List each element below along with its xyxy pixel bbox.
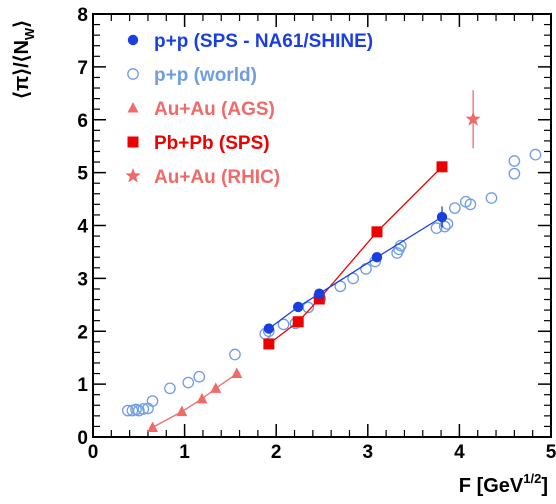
x-tick-label: 1 bbox=[179, 442, 190, 463]
legend-marker bbox=[127, 102, 139, 113]
data-point bbox=[485, 192, 498, 204]
data-point bbox=[196, 392, 208, 404]
data-point bbox=[292, 301, 304, 313]
data-point bbox=[314, 288, 325, 299]
y-tick-label: 3 bbox=[77, 269, 88, 290]
data-point bbox=[164, 382, 176, 395]
series-4 bbox=[465, 90, 481, 149]
data-point bbox=[313, 293, 325, 305]
legend-label: Au+Au (RHIC) bbox=[154, 167, 280, 188]
x-axis-label-main: F [GeV bbox=[459, 475, 524, 497]
legend-label: Pb+Pb (SPS) bbox=[154, 133, 270, 154]
legend-marker bbox=[125, 168, 141, 183]
y-axis-label-main: ⟨π⟩/⟨N bbox=[11, 40, 33, 99]
data-point bbox=[263, 323, 275, 334]
y-tick-label: 0 bbox=[77, 428, 88, 449]
x-axis-label-sup: 1/2 bbox=[523, 471, 541, 486]
data-point bbox=[371, 226, 383, 238]
y-axis-label-sub: W bbox=[22, 27, 37, 40]
x-tick-label: 0 bbox=[88, 442, 99, 463]
data-point bbox=[147, 421, 159, 432]
data-point bbox=[231, 367, 243, 379]
data-point bbox=[146, 395, 159, 407]
series-0 bbox=[263, 206, 448, 334]
data-point bbox=[360, 263, 372, 275]
x-tick-label: 4 bbox=[454, 442, 465, 463]
data-point bbox=[277, 318, 290, 331]
x-axis-label: F [GeV1/2] bbox=[459, 471, 548, 497]
series-1 bbox=[121, 148, 542, 417]
data-point bbox=[371, 252, 383, 263]
series-2 bbox=[147, 367, 243, 432]
legend-label: Au+Au (AGS) bbox=[154, 99, 275, 120]
y-tick-label: 7 bbox=[77, 58, 88, 79]
data-point bbox=[137, 403, 150, 415]
data-point bbox=[508, 167, 521, 180]
data-point bbox=[292, 316, 304, 328]
data-point bbox=[430, 222, 443, 234]
data-point bbox=[182, 376, 195, 389]
series-line bbox=[268, 216, 443, 330]
data-point bbox=[508, 155, 521, 167]
y-tick-label: 1 bbox=[77, 375, 88, 396]
data-point bbox=[176, 405, 188, 417]
legend-marker bbox=[127, 136, 139, 148]
y-tick-label: 4 bbox=[77, 217, 88, 238]
y-axis-label: ⟨π⟩/⟨NW⟩ bbox=[11, 20, 37, 99]
data-point bbox=[529, 148, 542, 161]
y-axis-label-close: ⟩ bbox=[11, 20, 33, 28]
data-point bbox=[263, 338, 275, 350]
series-3 bbox=[263, 161, 448, 350]
y-tick-label: 6 bbox=[77, 111, 88, 132]
x-axis-label-close: ] bbox=[541, 475, 548, 497]
legend-label: p+p (SPS - NA61/SHINE) bbox=[154, 31, 373, 52]
y-tick-label: 2 bbox=[77, 322, 88, 343]
y-tick-label: 8 bbox=[77, 5, 88, 26]
data-point bbox=[448, 202, 461, 214]
data-point bbox=[347, 272, 359, 285]
x-tick-label: 2 bbox=[271, 442, 282, 463]
data-point bbox=[465, 111, 481, 126]
legend-label: p+p (world) bbox=[154, 65, 257, 86]
data-point bbox=[464, 198, 477, 211]
data-point bbox=[210, 382, 222, 393]
x-tick-label: 5 bbox=[546, 442, 556, 463]
data-point bbox=[436, 161, 448, 173]
series-line bbox=[152, 373, 238, 429]
data-point bbox=[193, 370, 206, 383]
legend-marker bbox=[127, 68, 139, 80]
data-point bbox=[229, 348, 241, 361]
y-tick-label: 5 bbox=[77, 164, 88, 185]
x-tick-label: 3 bbox=[363, 442, 374, 463]
data-point bbox=[436, 211, 448, 223]
legend-marker bbox=[127, 34, 139, 46]
